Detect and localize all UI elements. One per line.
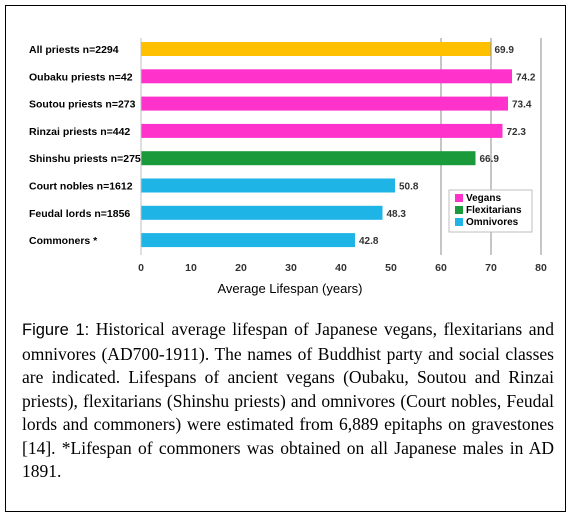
bar-1 bbox=[141, 69, 512, 84]
category-label-5: Court nobles n=1612 bbox=[29, 181, 133, 193]
value-label-4: 66.9 bbox=[480, 154, 500, 165]
x-tick-20: 20 bbox=[235, 262, 247, 274]
bar-4 bbox=[141, 151, 476, 166]
value-label-7: 42.8 bbox=[359, 236, 379, 247]
bar-2 bbox=[141, 96, 508, 111]
legend-label-omnivores: Omnivores bbox=[466, 217, 519, 228]
legend-label-vegans: Vegans bbox=[466, 193, 501, 204]
bar-0 bbox=[141, 42, 491, 56]
x-tick-60: 60 bbox=[435, 262, 447, 274]
x-tick-10: 10 bbox=[185, 262, 197, 274]
bar-6 bbox=[141, 205, 383, 220]
figure-caption: Figure 1: Historical average lifespan of… bbox=[22, 318, 554, 484]
legend-swatch-vegans bbox=[455, 194, 463, 202]
category-label-2: Soutou priests n=273 bbox=[29, 99, 136, 111]
figure-frame bbox=[5, 5, 566, 512]
caption-text: Historical average lifespan of Japanese … bbox=[22, 319, 554, 481]
value-label-0: 69.9 bbox=[495, 45, 515, 56]
category-label-7: Commoners * bbox=[29, 235, 98, 247]
bar-chart: All priests n=2294 Oubaku priests n=42 Sou… bbox=[29, 38, 547, 296]
value-label-5: 50.8 bbox=[399, 182, 419, 193]
x-tick-70: 70 bbox=[485, 262, 497, 274]
x-tick-30: 30 bbox=[285, 262, 297, 274]
x-tick-40: 40 bbox=[335, 262, 347, 274]
category-label-6: Feudal lords n=1856 bbox=[29, 208, 130, 220]
category-label-0: All priests n=2294 bbox=[29, 44, 119, 56]
value-label-1: 74.2 bbox=[516, 72, 536, 83]
caption-label: Figure 1: bbox=[22, 321, 90, 339]
x-tick-80: 80 bbox=[535, 262, 547, 274]
legend-label-flexitarians: Flexitarians bbox=[466, 205, 522, 216]
bars bbox=[141, 42, 512, 248]
category-label-4: Shinshu priests n=275 bbox=[29, 153, 141, 165]
category-labels: All priests n=2294 Oubaku priests n=42 Sou… bbox=[29, 44, 141, 247]
value-label-6: 48.3 bbox=[387, 209, 407, 220]
x-tick-labels: 0 10 20 30 40 50 60 70 80 bbox=[138, 262, 547, 274]
bar-5 bbox=[141, 178, 395, 193]
legend: Vegans Flexitarians Omnivores bbox=[448, 189, 533, 233]
bar-7 bbox=[141, 233, 355, 248]
x-axis-title: Average Lifespan (years) bbox=[217, 281, 362, 296]
category-label-1: Oubaku priests n=42 bbox=[29, 71, 133, 83]
category-label-3: Rinzai priests n=442 bbox=[29, 126, 130, 138]
bar-3 bbox=[141, 123, 503, 138]
legend-swatch-omnivores bbox=[455, 218, 463, 226]
x-tick-0: 0 bbox=[138, 262, 144, 274]
legend-swatch-flexitarians bbox=[455, 206, 463, 214]
value-labels: 69.9 74.2 73.4 72.3 66.9 50.8 48.3 42.8 bbox=[359, 45, 536, 247]
x-tick-50: 50 bbox=[385, 262, 397, 274]
value-label-2: 73.4 bbox=[512, 100, 532, 111]
value-label-3: 72.3 bbox=[507, 127, 527, 138]
